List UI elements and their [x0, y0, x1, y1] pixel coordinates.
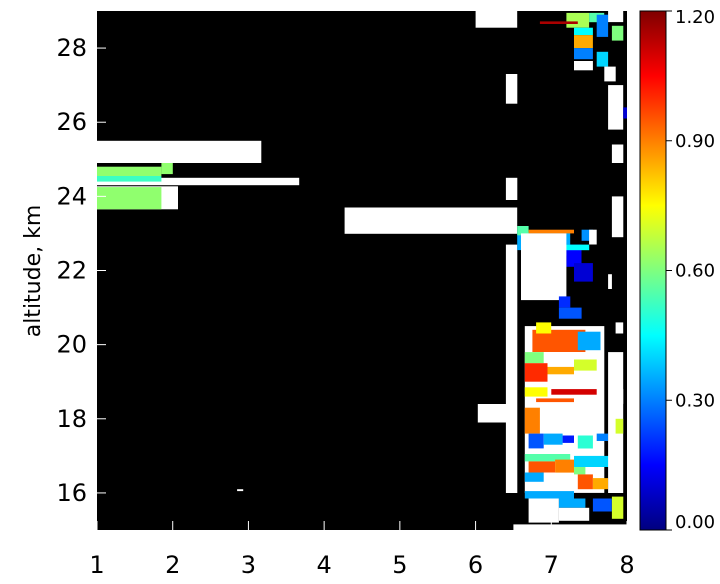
no-data-region [521, 233, 567, 301]
colorbar-tick-label: 0.00 [675, 512, 715, 533]
heatmap-cell [528, 229, 574, 234]
heatmap-cell [574, 455, 612, 467]
heatmap-cell [532, 329, 586, 352]
no-data-region [237, 489, 244, 492]
heatmap-cell [97, 166, 162, 176]
heatmap-cell [524, 491, 574, 499]
heatmap-cell [566, 12, 590, 28]
heatmap-cell [524, 472, 544, 482]
no-data-region [608, 85, 624, 130]
no-data-region [344, 207, 518, 234]
heatmap-cell [577, 435, 593, 449]
x-tick-label: 1 [89, 551, 104, 579]
no-data-region [608, 274, 612, 289]
heatmap-cell [623, 107, 627, 119]
heatmap-cell [615, 418, 624, 434]
y-axis-label: altitude, km [21, 205, 46, 338]
y-tick-label: 16 [56, 479, 87, 507]
heatmap-cell [592, 478, 608, 490]
heatmap-cell [524, 407, 540, 434]
no-data-region [611, 144, 624, 163]
x-tick-label: 5 [392, 551, 407, 579]
no-data-region [505, 244, 518, 493]
heatmap-cells [97, 11, 627, 530]
x-tick-label: 4 [317, 551, 332, 579]
heatmap-cell [611, 496, 624, 519]
no-data-region [604, 66, 616, 82]
heatmap-cell [528, 461, 556, 473]
heatmap-cell [524, 352, 544, 364]
no-data-region [619, 389, 624, 404]
heatmap-cell [536, 322, 552, 334]
no-data-region [505, 74, 518, 104]
no-data-region [505, 177, 518, 200]
heatmap-cell [577, 331, 601, 351]
y-tick-label: 26 [56, 108, 87, 136]
no-data-region [589, 229, 597, 245]
y-tick-label: 20 [56, 331, 87, 359]
heatmap-cell [574, 263, 593, 282]
x-tick-label: 6 [468, 551, 483, 579]
no-data-region [615, 322, 624, 334]
heatmap-cell [524, 387, 548, 397]
y-tick-label: 24 [56, 182, 87, 210]
no-data-region [528, 498, 559, 523]
colorbar-tick-label: 0.90 [675, 131, 715, 152]
y-axis: 16 18 20 22 24 26 28 [56, 34, 106, 507]
heatmap-cell [574, 359, 597, 371]
no-data-region [97, 140, 262, 163]
no-data-region [97, 177, 300, 186]
heatmap-cell [524, 454, 571, 462]
heatmap-cell [543, 433, 563, 445]
x-tick-label: 8 [619, 551, 634, 579]
heatmap-cell [539, 21, 578, 24]
heatmap-cell [596, 14, 609, 37]
colorbar-axis: 0.00 0.30 0.60 0.90 1.20 [666, 7, 715, 533]
x-axis: 1 2 3 4 5 6 7 8 [89, 521, 635, 579]
heatmap-cell [536, 398, 574, 403]
heatmap-cell [574, 27, 593, 36]
heatmap-cell [558, 307, 582, 319]
heatmap-cell [558, 498, 586, 508]
heatmap-cell [97, 176, 162, 182]
no-data-region [477, 404, 515, 423]
heatmap-cell [558, 296, 571, 308]
heatmap-cell [581, 229, 593, 241]
heatmap-cell [596, 51, 609, 67]
y-tick-label: 22 [56, 257, 87, 285]
heatmap-cell [589, 12, 605, 23]
x-tick-label: 7 [544, 551, 559, 579]
heatmap-cell [555, 459, 574, 473]
heatmap-cell [551, 389, 597, 395]
heatmap-cell [528, 433, 544, 449]
heatmap-cell [611, 25, 624, 41]
heatmap-cell [547, 366, 574, 375]
colorbar-tick-label: 0.60 [675, 261, 715, 282]
no-data-region [574, 61, 593, 71]
colorbar-gradient [639, 10, 667, 531]
heatmap-cell [161, 163, 173, 175]
heatmap-cell [596, 433, 609, 441]
heatmap-cell [574, 35, 593, 49]
no-data-region [513, 524, 627, 530]
heatmap-cell [592, 498, 612, 512]
y-tick-label: 18 [56, 405, 87, 433]
heatmap-cell [524, 363, 548, 382]
colorbar-tick-label: 1.20 [675, 7, 715, 28]
x-tick-label: 3 [241, 551, 256, 579]
no-data-region [611, 196, 624, 238]
heatmap-cell [517, 226, 529, 236]
x-tick-label: 2 [165, 551, 180, 579]
colorbar-tick-label: 0.30 [675, 390, 715, 411]
heatmap-cell [574, 463, 586, 475]
heatmap-cell [562, 435, 574, 443]
heatmap-cell [577, 474, 593, 490]
heatmap-cell [574, 48, 593, 60]
y-tick-label: 28 [56, 34, 87, 62]
heatmap-cell [97, 187, 162, 210]
no-data-region [475, 11, 518, 28]
no-data-region [558, 507, 590, 521]
no-data-region [608, 11, 624, 23]
